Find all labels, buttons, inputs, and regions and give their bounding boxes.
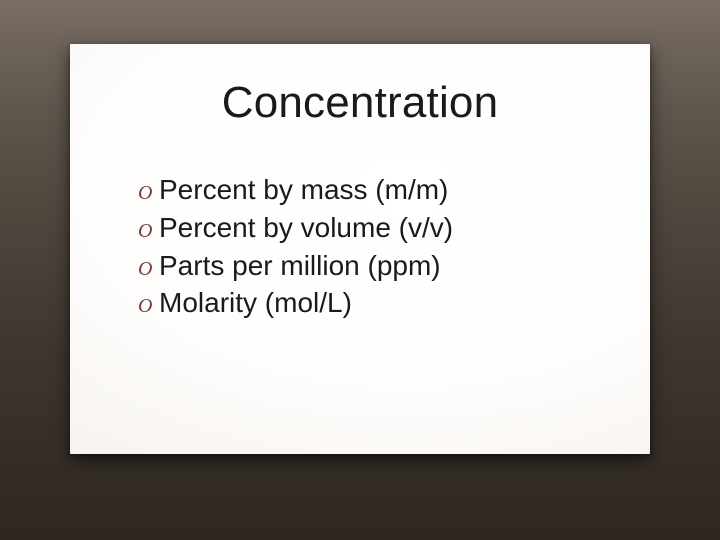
bullet-text: Percent by volume (v/v) xyxy=(159,210,453,246)
bullet-text: Molarity (mol/L) xyxy=(159,285,352,321)
bullet-marker: O xyxy=(138,219,156,245)
bullet-marker: O xyxy=(138,181,156,207)
bullet-list: O Percent by mass (m/m) O Percent by vol… xyxy=(138,172,610,323)
list-item: O Molarity (mol/L) xyxy=(138,285,610,321)
bullet-marker: O xyxy=(138,294,156,320)
bullet-text: Percent by mass (m/m) xyxy=(159,172,448,208)
slide-title: Concentration xyxy=(70,78,650,128)
bullet-marker: O xyxy=(138,257,156,283)
bullet-text: Parts per million (ppm) xyxy=(159,248,441,284)
list-item: O Parts per million (ppm) xyxy=(138,248,610,284)
slide-card: Concentration O Percent by mass (m/m) O … xyxy=(70,44,650,454)
list-item: O Percent by volume (v/v) xyxy=(138,210,610,246)
list-item: O Percent by mass (m/m) xyxy=(138,172,610,208)
